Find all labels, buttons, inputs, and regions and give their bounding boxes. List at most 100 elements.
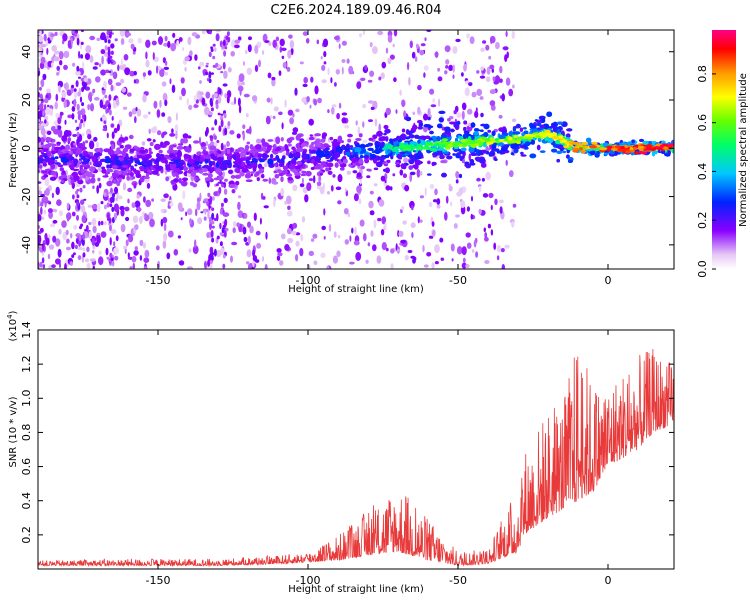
spectrum-speckle bbox=[355, 120, 358, 126]
spectrum-band-cell bbox=[54, 146, 60, 150]
spectrum-band-cell bbox=[176, 146, 184, 150]
spectrum-speckle bbox=[505, 77, 511, 86]
spectrum-band-cell bbox=[129, 148, 135, 153]
colorbar: 0.00.20.40.60.8 Normalized spectral ampl… bbox=[696, 30, 749, 278]
spectrum-speckle bbox=[450, 243, 455, 252]
spectrum-speckle bbox=[164, 99, 168, 107]
spectrum-speckle bbox=[148, 128, 151, 134]
spectrum-speckle bbox=[456, 112, 462, 119]
spectrum-band-cell bbox=[122, 172, 128, 176]
spectrum-speckle bbox=[381, 242, 387, 251]
spectrum-speckle bbox=[243, 236, 248, 243]
spectrum-speckle bbox=[179, 96, 183, 101]
spectrum-streak bbox=[213, 217, 217, 221]
spectrum-band-cell bbox=[193, 140, 200, 144]
spectrum-streak bbox=[230, 255, 233, 263]
spectrum-band-cell bbox=[296, 147, 304, 153]
spectrum-band-cell bbox=[242, 169, 249, 172]
spectrum-band-cell bbox=[132, 157, 140, 161]
spectrum-speckle bbox=[463, 63, 467, 72]
spectrum-streak bbox=[78, 234, 82, 242]
spectrum-band-cell bbox=[499, 149, 504, 155]
spectrum-hotspot bbox=[608, 145, 613, 149]
spectrum-speckle bbox=[429, 183, 435, 190]
spectrum-speckle bbox=[72, 194, 75, 200]
spectrum-streak bbox=[78, 160, 82, 163]
spectrum-speckle bbox=[152, 52, 155, 61]
spectrum-band-cell bbox=[444, 130, 451, 135]
spectrum-band-cell bbox=[251, 158, 257, 162]
snr-frame bbox=[37, 329, 675, 570]
spectrum-band-cell bbox=[496, 150, 500, 154]
spectrum-band-cell bbox=[77, 143, 84, 149]
spectrum-hotspot bbox=[591, 141, 598, 145]
spectrum-speckle bbox=[299, 183, 305, 188]
spectrum-speckle bbox=[156, 130, 162, 136]
spectrum-speckle bbox=[390, 248, 395, 254]
spectrum-band-cell bbox=[152, 139, 156, 143]
spectrum-speckle bbox=[295, 108, 300, 113]
spectrum-band-cell bbox=[38, 136, 41, 143]
spectrum-speckle bbox=[341, 59, 346, 63]
spectrum-speckle bbox=[88, 92, 92, 101]
spectrum-speckle bbox=[124, 206, 130, 212]
spectrum-speckle bbox=[401, 99, 406, 108]
spectrum-speckle bbox=[489, 100, 496, 107]
spectrum-speckle bbox=[139, 255, 143, 261]
spectrum-speckle bbox=[411, 205, 414, 211]
spectrum-speckle bbox=[61, 135, 68, 142]
spectrum-speckle bbox=[393, 30, 398, 37]
spectrum-band-cell bbox=[54, 162, 61, 165]
spectrum-speckle bbox=[469, 36, 475, 44]
spectrum-speckle bbox=[451, 258, 454, 262]
spectrum-speckle bbox=[223, 197, 228, 204]
spectrum-speckle bbox=[100, 69, 106, 76]
spectrum-speckle bbox=[355, 251, 362, 261]
spectrum-speckle bbox=[223, 70, 228, 79]
spectrum-speckle bbox=[86, 246, 90, 253]
spectrum-hotspot bbox=[413, 145, 419, 149]
spectrum-speckle bbox=[42, 73, 47, 81]
spectrum-streak bbox=[205, 62, 209, 65]
spectrum-band-cell bbox=[468, 146, 475, 153]
spectrum-speckle bbox=[77, 110, 84, 116]
spectrum-speckle bbox=[98, 250, 102, 256]
spectrum-band-cell bbox=[111, 143, 115, 150]
spectrum-band-cell bbox=[453, 123, 460, 128]
spectrum-streak bbox=[222, 61, 226, 70]
spectrum-band-cell bbox=[236, 133, 241, 139]
spectrum-speckle bbox=[96, 185, 100, 194]
spectrum-speckle bbox=[145, 51, 148, 60]
spectrum-speckle bbox=[238, 73, 245, 82]
spectrum-speckle bbox=[242, 226, 247, 235]
spectrum-speckle bbox=[247, 221, 251, 228]
spectrum-speckle bbox=[236, 222, 240, 228]
spectrum-speckle bbox=[317, 97, 322, 104]
spectrum-speckle bbox=[456, 246, 463, 255]
spectrum-speckle bbox=[178, 260, 185, 266]
spectrum-streak bbox=[81, 86, 85, 93]
spectrum-speckle bbox=[369, 210, 375, 216]
spectrum-band-cell bbox=[215, 168, 222, 174]
spectrum-speckle bbox=[203, 216, 207, 221]
spectrum-speckle bbox=[505, 30, 508, 37]
spectrum-speckle bbox=[481, 177, 485, 182]
spectrum-band-cell bbox=[286, 173, 293, 177]
spectrum-streak bbox=[113, 212, 117, 221]
spectrum-band-cell bbox=[556, 150, 563, 154]
spectrum-band-cell bbox=[217, 181, 223, 184]
spectrum-streak bbox=[208, 30, 212, 35]
spectrum-speckle bbox=[151, 40, 157, 46]
spectrum-speckle bbox=[365, 259, 369, 264]
spectrum-band-cell bbox=[325, 167, 330, 172]
spectrum-speckle bbox=[98, 256, 104, 266]
spectrum-speckle bbox=[58, 85, 61, 93]
spectrum-speckle bbox=[96, 37, 101, 42]
spectrum-band-cell bbox=[541, 118, 546, 123]
spectrum-band-cell bbox=[180, 160, 185, 164]
spectrum-band-cell bbox=[261, 138, 266, 145]
spectrum-speckle bbox=[276, 248, 282, 253]
spectrum-streak bbox=[84, 82, 88, 86]
spectrum-band-cell bbox=[288, 153, 294, 159]
x-tick-label: -150 bbox=[146, 574, 171, 587]
